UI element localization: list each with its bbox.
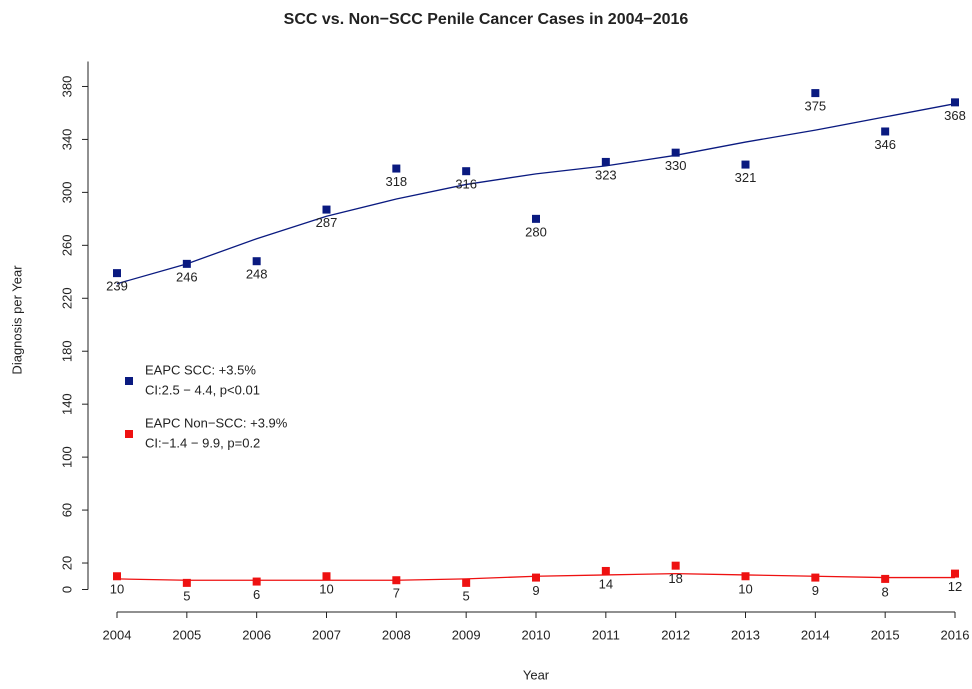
point: [532, 214, 540, 223]
point: [113, 269, 121, 278]
data-label: 7: [393, 586, 400, 601]
data-label: 5: [183, 588, 190, 603]
point: [951, 98, 959, 107]
data-label: 10: [738, 582, 752, 597]
point: [671, 148, 680, 157]
legend-note: CI:2.5 − 4.4, p<0.01: [145, 382, 260, 397]
point: [532, 573, 540, 582]
y-tick-label: 0: [59, 586, 74, 593]
y-tick-label: 140: [59, 393, 74, 415]
y-tick-label: 300: [59, 182, 74, 204]
legend-marker: [125, 377, 133, 385]
point: [392, 164, 401, 173]
data-label: 368: [944, 108, 966, 123]
data-label: 246: [176, 269, 198, 284]
data-label: 316: [455, 177, 477, 192]
x-tick-label: 2004: [103, 627, 132, 642]
point: [462, 578, 471, 587]
data-label: 12: [948, 579, 962, 594]
x-tick-label: 2012: [661, 627, 690, 642]
point: [881, 127, 890, 136]
legend-label: EAPC Non−SCC: +3.9%: [145, 415, 288, 430]
data-label: 287: [316, 215, 338, 230]
legend-label: EAPC SCC: +3.5%: [145, 362, 256, 377]
point: [811, 89, 820, 98]
data-label: 323: [595, 167, 617, 182]
chart-title: SCC vs. Non−SCC Penile Cancer Cases in 2…: [284, 11, 689, 28]
x-tick-label: 2016: [941, 627, 970, 642]
point: [671, 561, 680, 570]
x-tick-label: 2008: [382, 627, 411, 642]
x-tick-label: 2013: [731, 627, 760, 642]
point: [113, 572, 121, 581]
y-tick-label: 220: [59, 287, 74, 309]
data-label: 10: [110, 582, 124, 597]
point: [741, 572, 750, 581]
data-label: 321: [735, 170, 757, 185]
y-tick-label: 60: [59, 503, 74, 517]
point: [881, 574, 890, 583]
data-label: 8: [882, 584, 889, 599]
data-label: 375: [804, 99, 826, 114]
point: [601, 566, 610, 575]
data-label: 9: [812, 583, 819, 598]
data-label: 9: [532, 583, 539, 598]
y-tick-label: 100: [59, 446, 74, 468]
data-label: 346: [874, 137, 896, 152]
point: [322, 572, 331, 581]
x-tick-label: 2006: [242, 627, 271, 642]
x-tick-label: 2009: [452, 627, 481, 642]
point: [811, 573, 820, 582]
y-tick-label: 260: [59, 234, 74, 256]
data-label: 248: [246, 267, 268, 282]
x-tick-label: 2011: [592, 627, 620, 642]
y-tick-label: 380: [59, 76, 74, 98]
point: [182, 259, 191, 268]
point: [392, 576, 401, 585]
point: [951, 569, 959, 578]
y-tick-label: 340: [59, 129, 74, 151]
point: [601, 157, 610, 166]
data-label: 239: [106, 279, 128, 294]
legend-marker: [125, 430, 133, 438]
data-label: 280: [525, 224, 547, 239]
point: [252, 577, 261, 586]
data-label: 6: [253, 587, 260, 602]
data-label: 330: [665, 158, 687, 173]
x-tick-label: 2010: [522, 627, 551, 642]
y-axis-label: Diagnosis per Year: [9, 265, 24, 375]
data-label: 14: [599, 576, 613, 591]
data-label: 5: [463, 588, 470, 603]
y-tick-label: 20: [59, 556, 74, 570]
point: [741, 160, 750, 169]
point: [182, 578, 191, 587]
x-axis-label: Year: [523, 667, 550, 682]
point: [322, 205, 331, 214]
trend-line: [116, 103, 956, 285]
y-tick-label: 180: [59, 340, 74, 362]
point: [462, 167, 471, 176]
legend-note: CI:−1.4 − 9.9, p=0.2: [145, 435, 260, 450]
x-tick-label: 2007: [312, 627, 341, 642]
data-label: 18: [668, 571, 682, 586]
x-tick-label: 2015: [871, 627, 900, 642]
x-tick-label: 2014: [801, 627, 830, 642]
data-label: 318: [385, 174, 407, 189]
data-label: 10: [319, 582, 333, 597]
point: [252, 257, 261, 266]
x-tick-label: 2005: [172, 627, 201, 642]
